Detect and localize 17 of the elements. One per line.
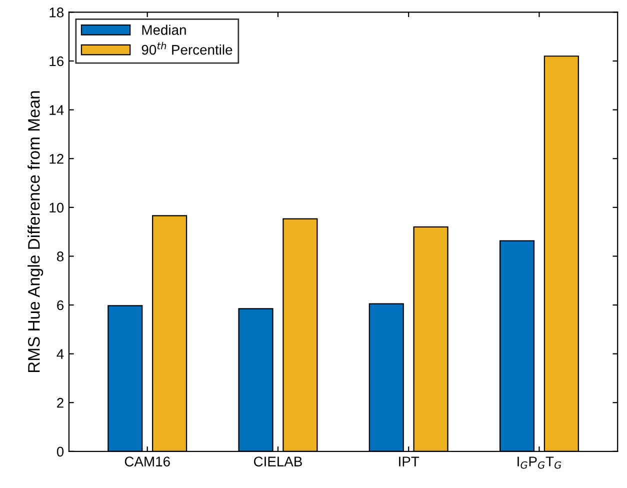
y-axis-title: RMS Hue Angle Difference from Mean <box>28 91 44 372</box>
y-tick-label: 18 <box>50 8 64 18</box>
y-tick-label: 4 <box>56 349 64 359</box>
y-tick-label: 6 <box>57 300 64 310</box>
x-tick-label: CIELAB <box>254 456 302 466</box>
x-tick-label: CAM16 <box>124 456 170 466</box>
y-tick-label: 12 <box>50 154 64 164</box>
x-tick-label: IPT <box>399 456 420 466</box>
y-tick-label: 10 <box>50 202 64 213</box>
y-tick-label: 16 <box>50 56 64 66</box>
x-tick-label: I$_{G}$P$_{G}$T$_{G}$ <box>518 456 562 469</box>
y-tick-label: 0 <box>56 446 64 457</box>
y-tick-label: 14 <box>50 105 64 115</box>
y-tick-label: 2 <box>57 398 64 408</box>
legend-label: Median <box>142 24 186 35</box>
legend-label: 90$^{th}$ Percentile <box>142 42 232 55</box>
y-tick-label: 8 <box>56 252 64 262</box>
